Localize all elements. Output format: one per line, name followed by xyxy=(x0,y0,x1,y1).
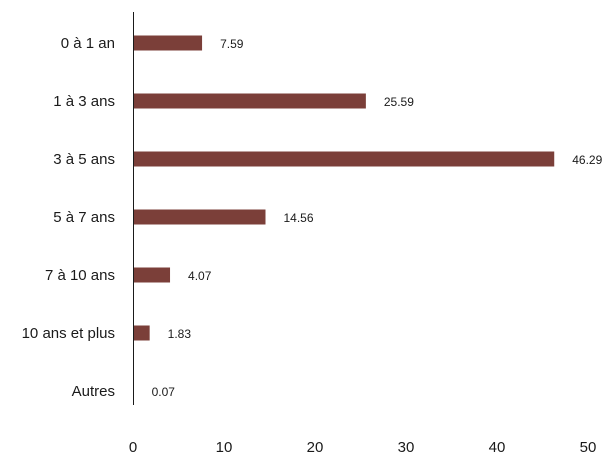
category-label: 1 à 3 ans xyxy=(53,93,115,110)
category-label: 7 à 10 ans xyxy=(45,267,115,284)
bar-value-label: 1.83 xyxy=(168,327,192,341)
x-tick-label: 10 xyxy=(216,439,233,456)
bar xyxy=(133,93,366,109)
bar xyxy=(133,151,555,167)
value-labels-layer: 7.59 25.59 46.29 14.56 4.07 1.83 0.07 xyxy=(152,37,603,399)
x-tick-label: 30 xyxy=(398,439,415,456)
bar-value-label: 7.59 xyxy=(220,37,244,51)
bars-layer xyxy=(133,35,555,399)
x-tick-label: 50 xyxy=(580,439,597,456)
bar-value-label: 14.56 xyxy=(283,211,313,225)
bar xyxy=(133,209,266,225)
category-label: 3 à 5 ans xyxy=(53,151,115,168)
x-tick-label: 20 xyxy=(307,439,324,456)
bar xyxy=(133,35,203,51)
category-label: 5 à 7 ans xyxy=(53,209,115,226)
bar-value-label: 0.07 xyxy=(152,385,176,399)
bar-value-label: 25.59 xyxy=(384,95,414,109)
x-tick-labels-layer: 0 10 20 30 40 50 xyxy=(129,439,597,456)
bar xyxy=(133,267,171,283)
category-labels-layer: 0 à 1 an 1 à 3 ans 3 à 5 ans 5 à 7 ans 7 à 1… xyxy=(22,35,115,400)
bar xyxy=(133,325,150,341)
category-label: 0 à 1 an xyxy=(61,35,115,52)
bar-value-label: 46.29 xyxy=(572,153,602,167)
category-label: Autres xyxy=(72,383,115,400)
x-tick-label: 0 xyxy=(129,439,137,456)
bar-value-label: 4.07 xyxy=(188,269,212,283)
x-tick-label: 40 xyxy=(489,439,506,456)
category-label: 10 ans et plus xyxy=(22,325,115,342)
